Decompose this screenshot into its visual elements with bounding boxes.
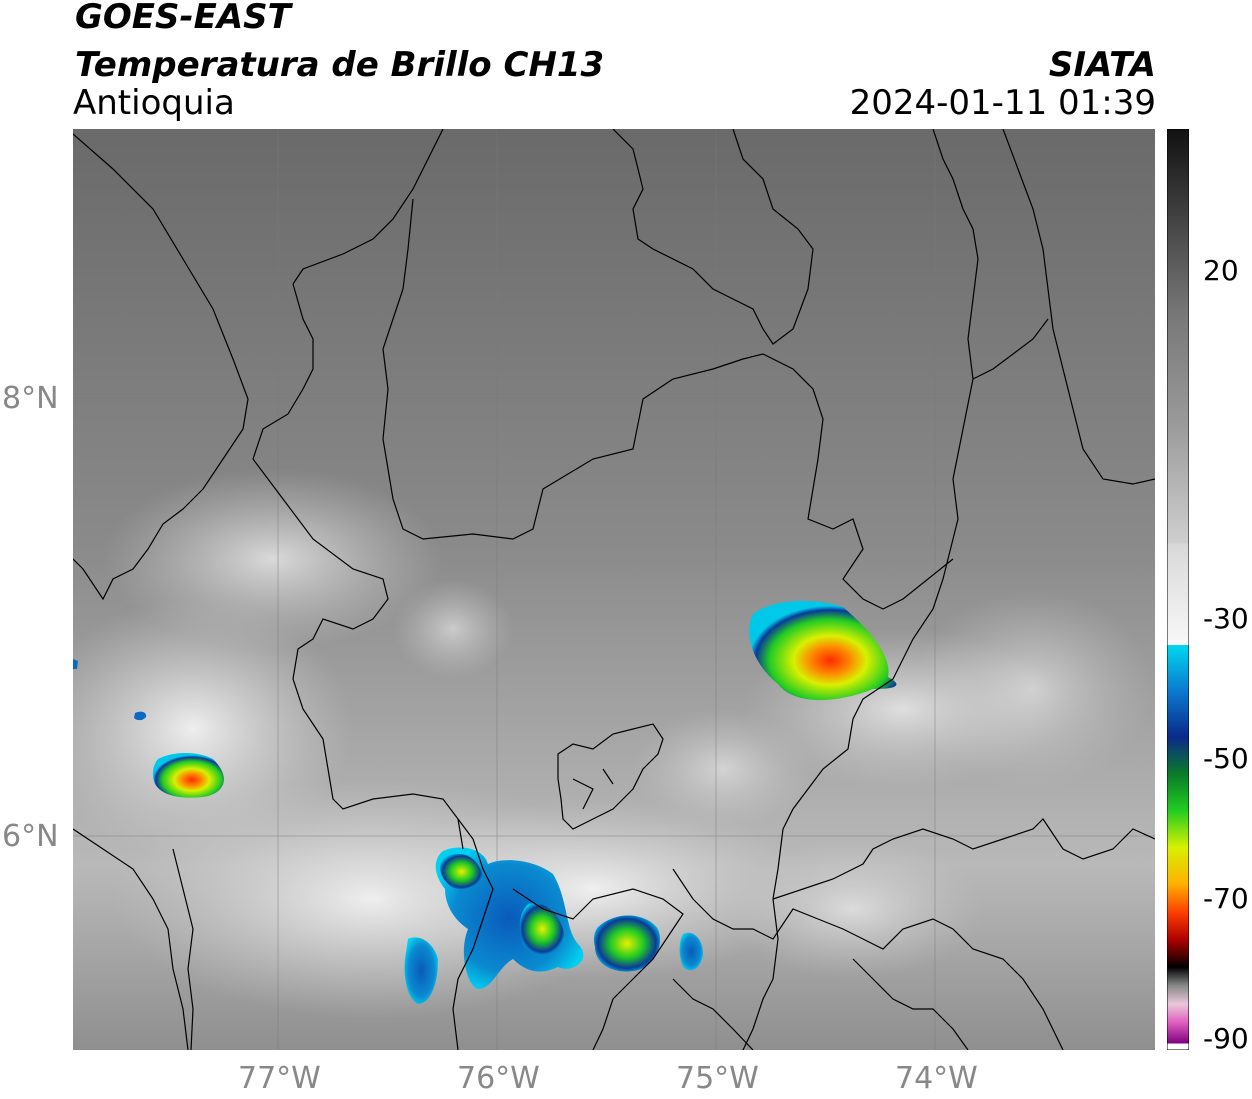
cb-tick-20: 20: [1203, 254, 1239, 287]
temperature-colorbar: [1167, 129, 1189, 1050]
product-title: Temperatura de Brillo CH13: [75, 45, 605, 85]
region-label: Antioquia: [73, 83, 235, 123]
lon-tick-77w: 77°W: [238, 1061, 321, 1096]
lat-tick-6n: 6°N: [2, 819, 59, 854]
brand-label: SIATA: [1048, 45, 1156, 85]
lon-tick-76w: 76°W: [457, 1061, 540, 1096]
datetime-label: 2024-01-11 01:39: [849, 83, 1156, 123]
cb-tick-minus90: -90: [1203, 1022, 1249, 1055]
lon-tick-74w: 74°W: [895, 1061, 978, 1096]
lon-tick-75w: 75°W: [676, 1061, 759, 1096]
satellite-title: GOES-EAST: [75, 0, 291, 37]
satellite-map[interactable]: [73, 129, 1155, 1050]
cb-tick-minus70: -70: [1203, 882, 1249, 915]
borders: [73, 129, 1155, 1050]
cb-tick-minus50: -50: [1203, 742, 1249, 775]
storm-cells: [73, 600, 897, 1004]
cb-tick-minus30: -30: [1203, 602, 1249, 635]
lat-tick-8n: 8°N: [2, 381, 59, 416]
graticule: [73, 129, 1155, 1050]
